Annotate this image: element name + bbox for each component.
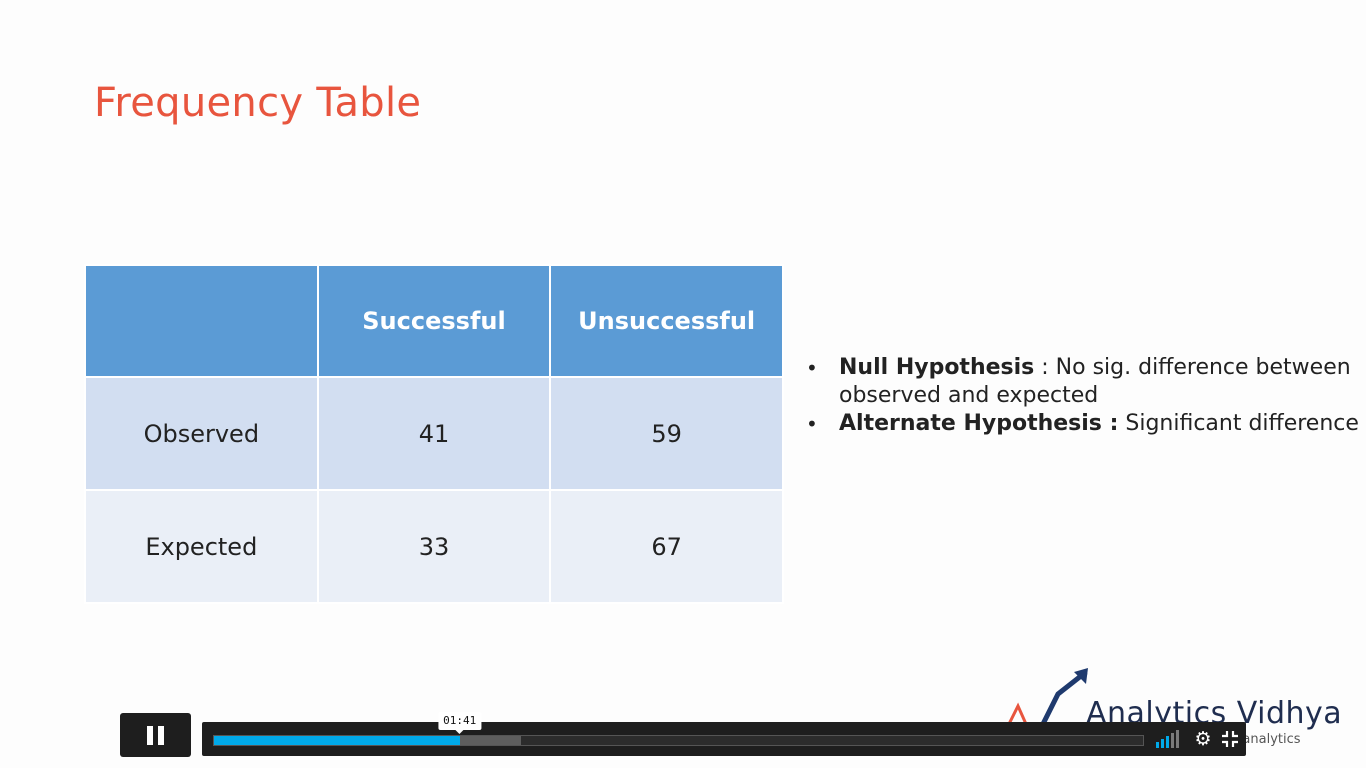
fullscreen-exit-icon[interactable] — [1220, 729, 1240, 749]
table-cell: 33 — [316, 489, 552, 604]
table-header-row: Successful Unsuccessful — [84, 264, 784, 378]
table-header-cell — [84, 264, 319, 378]
volume-bar — [1156, 742, 1159, 748]
volume-bar — [1171, 733, 1174, 748]
bullet-text: Significant difference — [1125, 411, 1359, 436]
seek-bar[interactable] — [213, 735, 1144, 746]
playback-progress — [214, 736, 461, 745]
table-cell-label: Observed — [84, 376, 319, 491]
table-header-cell: Successful — [316, 264, 552, 378]
pause-icon — [147, 726, 153, 745]
volume-icon[interactable] — [1156, 730, 1182, 748]
slide-title: Frequency Table — [94, 80, 422, 126]
hypothesis-list: • Null Hypothesis : No sig. difference b… — [806, 354, 1366, 438]
list-item: • Alternate Hypothesis : Significant dif… — [806, 410, 1366, 438]
table-row: Observed 41 59 — [84, 376, 784, 491]
bullet-icon: • — [806, 356, 818, 380]
table-cell: 67 — [549, 489, 784, 604]
bullet-text-continued: observed and expected — [839, 383, 1099, 408]
table-row: Expected 33 67 — [84, 489, 784, 604]
pause-button[interactable] — [120, 713, 191, 757]
bullet-text: No sig. difference between — [1055, 355, 1351, 380]
gear-icon[interactable]: ⚙ — [1194, 728, 1212, 750]
bullet-label: Alternate Hypothesis : — [839, 411, 1119, 436]
bullet-icon: • — [806, 412, 818, 436]
table-header-cell: Unsuccessful — [549, 264, 784, 378]
table-cell: 59 — [549, 376, 784, 491]
volume-bar — [1161, 739, 1164, 748]
bullet-separator: : — [1034, 355, 1056, 380]
player-control-bar: ⚙ — [202, 722, 1246, 756]
bullet-label: Null Hypothesis — [839, 355, 1035, 380]
table-cell-label: Expected — [84, 489, 319, 604]
table-cell: 41 — [316, 376, 552, 491]
list-item: • Null Hypothesis : No sig. difference b… — [806, 354, 1366, 410]
volume-bar — [1176, 730, 1179, 748]
volume-bar — [1166, 736, 1169, 748]
time-tooltip: 01:41 — [438, 712, 482, 734]
frequency-table: Successful Unsuccessful Observed 41 59 E… — [84, 264, 784, 604]
pause-icon-bar — [158, 726, 164, 745]
